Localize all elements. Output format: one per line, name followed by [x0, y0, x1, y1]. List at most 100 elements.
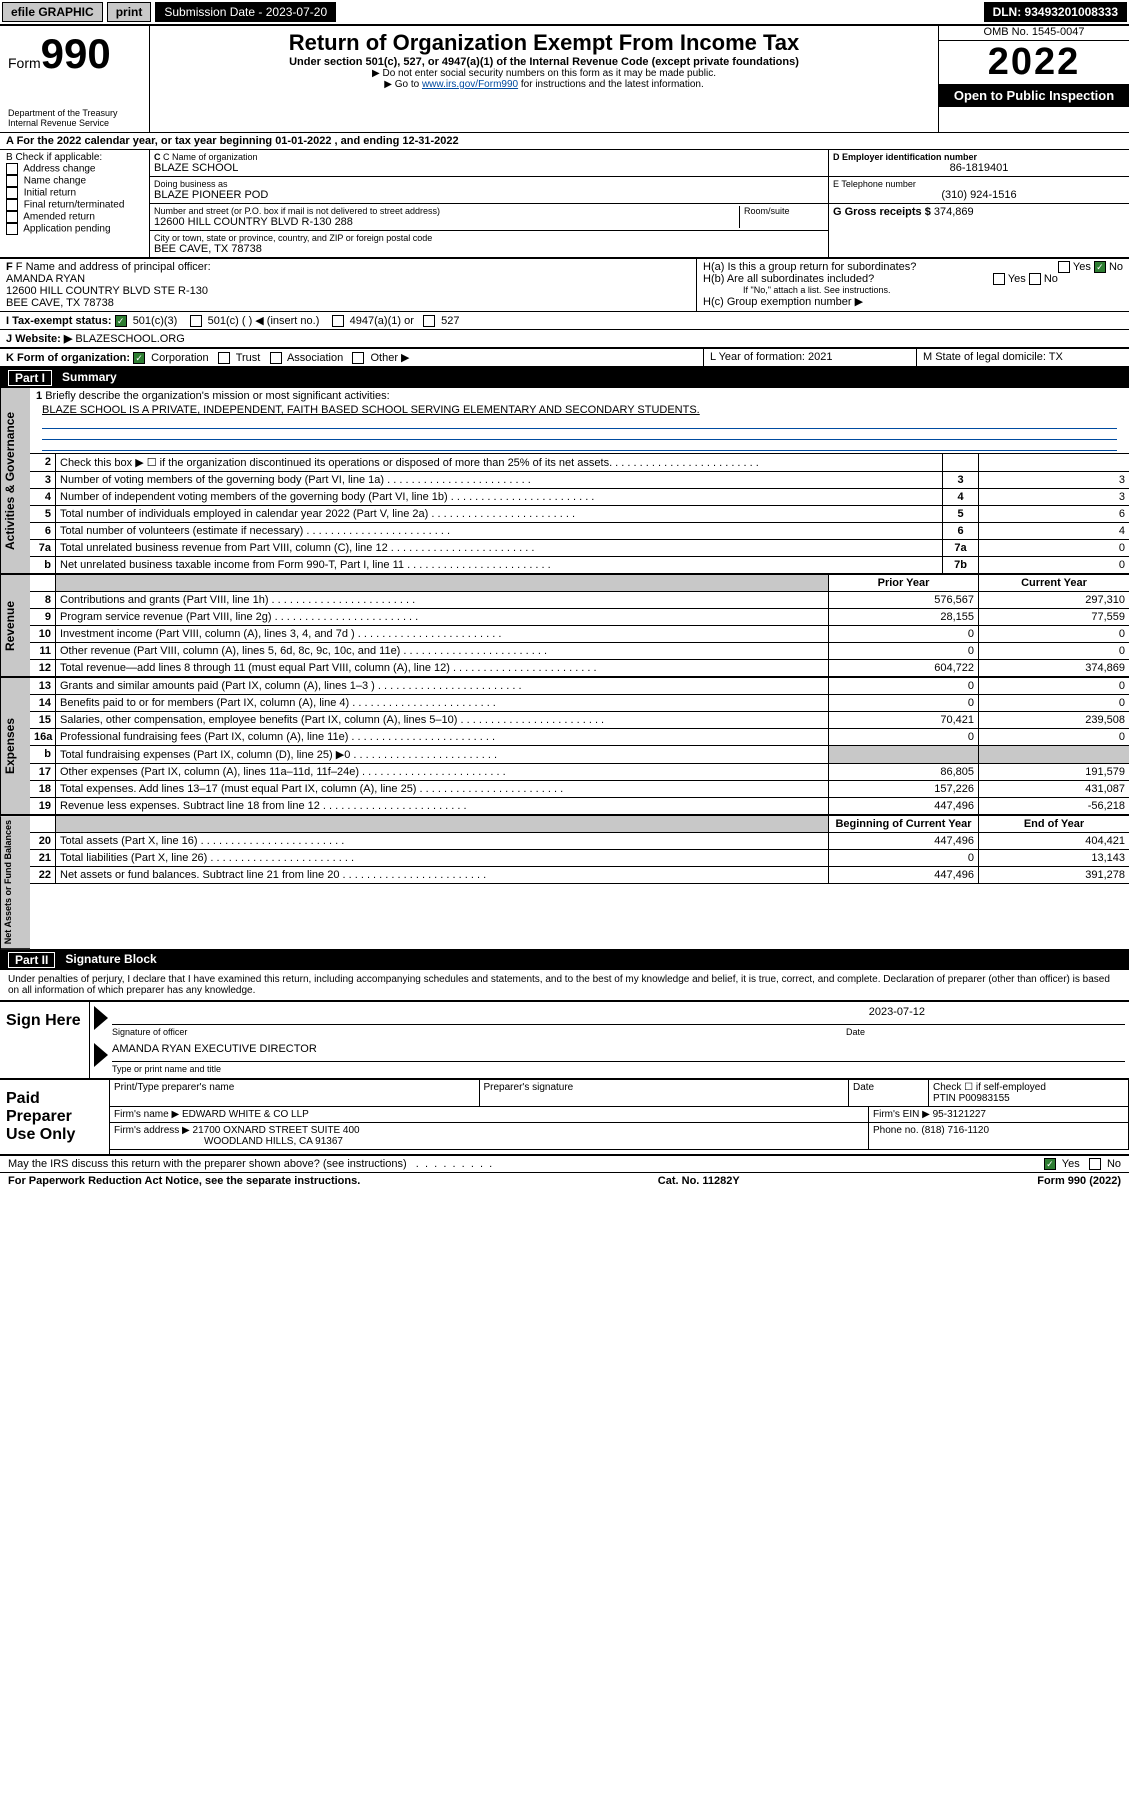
i-501c3-check[interactable] [115, 315, 127, 327]
k-other: Other ▶ [370, 352, 409, 364]
c-dba-label: Doing business as [154, 179, 824, 189]
table-row: 4Number of independent voting members of… [30, 489, 1129, 506]
checkbox[interactable] [6, 175, 18, 187]
i-4947: 4947(a)(1) or [350, 315, 414, 327]
line-desc: Benefits paid to or for members (Part IX… [56, 695, 829, 711]
line-number: 12 [30, 660, 56, 676]
print-button[interactable]: print [107, 2, 152, 22]
line-number: 8 [30, 592, 56, 608]
f-name: AMANDA RYAN [6, 273, 690, 285]
firm-name-label: Firm's name ▶ [114, 1109, 179, 1120]
discuss-question: May the IRS discuss this return with the… [8, 1158, 407, 1170]
checkbox[interactable] [6, 187, 18, 199]
line-number: b [30, 746, 56, 763]
line-key: 6 [943, 523, 979, 539]
current-value: 374,869 [979, 660, 1129, 676]
current-value: 391,278 [979, 867, 1129, 883]
sign-block: Sign Here 2023-07-12 Signature of office… [0, 1000, 1129, 1080]
prior-value: 0 [829, 643, 979, 659]
k-corp-check[interactable] [133, 352, 145, 364]
efile-button[interactable]: efile GRAPHIC [2, 2, 103, 22]
prep-date-label: Date [849, 1080, 929, 1107]
line-desc: Total number of volunteers (estimate if … [56, 523, 943, 539]
table-row: 8Contributions and grants (Part VIII, li… [30, 592, 1129, 609]
line-number: b [30, 557, 56, 573]
line-desc: Net assets or fund balances. Subtract li… [56, 867, 829, 883]
line-number: 19 [30, 798, 56, 814]
box-deg: D Employer identification number 86-1819… [829, 150, 1129, 257]
line-value: 3 [979, 472, 1129, 488]
line-desc: Program service revenue (Part VIII, line… [56, 609, 829, 625]
part1-title: Summary [62, 370, 117, 386]
section-expenses: Expenses 13Grants and similar amounts pa… [0, 678, 1129, 816]
l-year: L Year of formation: 2021 [704, 349, 917, 366]
officer-name: AMANDA RYAN EXECUTIVE DIRECTOR [112, 1043, 1125, 1062]
table-row: 7aTotal unrelated business revenue from … [30, 540, 1129, 557]
netassets-header-row: Beginning of Current Year End of Year [30, 816, 1129, 833]
irs-link[interactable]: www.irs.gov/Form990 [422, 79, 518, 90]
year-box: OMB No. 1545-0047 2022 Open to Public In… [939, 26, 1129, 132]
firm-phone-label: Phone no. [873, 1125, 919, 1136]
line-desc: Other expenses (Part IX, column (A), lin… [56, 764, 829, 780]
table-row: 17Other expenses (Part IX, column (A), l… [30, 764, 1129, 781]
checkbox[interactable] [6, 199, 18, 211]
prior-value: 0 [829, 850, 979, 866]
current-value: 77,559 [979, 609, 1129, 625]
form-number: 990 [41, 30, 111, 77]
current-value: 13,143 [979, 850, 1129, 866]
hb-note: If "No," attach a list. See instructions… [703, 285, 1123, 295]
hc-label: H(c) Group exemption number ▶ [703, 295, 1123, 308]
line-key: 7a [943, 540, 979, 556]
discuss-yes-check[interactable] [1044, 1158, 1056, 1170]
line-key: 4 [943, 489, 979, 505]
checkbox[interactable] [6, 211, 18, 223]
form-title: Return of Organization Exempt From Incom… [158, 30, 930, 56]
line-number: 2 [30, 454, 56, 471]
table-row: 6Total number of volunteers (estimate if… [30, 523, 1129, 540]
table-row: 19Revenue less expenses. Subtract line 1… [30, 798, 1129, 815]
section-activities-governance: Activities & Governance 1 Briefly descri… [0, 388, 1129, 575]
form-label: Form [8, 55, 41, 71]
checkbox[interactable] [6, 163, 18, 175]
line-number: 4 [30, 489, 56, 505]
prior-value: 447,496 [829, 867, 979, 883]
g-receipts: 374,869 [934, 206, 974, 218]
line-number: 21 [30, 850, 56, 866]
form-note-ssn: ▶ Do not enter social security numbers o… [158, 68, 930, 79]
checkbox[interactable] [6, 223, 18, 235]
line-key: 7b [943, 557, 979, 573]
form-subtitle: Under section 501(c), 527, or 4947(a)(1)… [158, 56, 930, 68]
sign-here-label: Sign Here [0, 1002, 90, 1078]
c-city-label: City or town, state or province, country… [154, 233, 824, 243]
col-prior-year: Prior Year [829, 575, 979, 591]
tab-activities-governance: Activities & Governance [0, 388, 30, 574]
current-value: 297,310 [979, 592, 1129, 608]
table-row: 2Check this box ▶ ☐ if the organization … [30, 454, 1129, 472]
table-row: 20Total assets (Part X, line 16)447,4964… [30, 833, 1129, 850]
line-number: 18 [30, 781, 56, 797]
part2-header: Part II Signature Block [0, 950, 1129, 970]
l1-label: Briefly describe the organization's miss… [45, 390, 389, 402]
date-label: Date [846, 1027, 865, 1037]
table-row: 5Total number of individuals employed in… [30, 506, 1129, 523]
line-desc: Total revenue—add lines 8 through 11 (mu… [56, 660, 829, 676]
current-value: 0 [979, 729, 1129, 745]
discuss-row: May the IRS discuss this return with the… [0, 1156, 1129, 1173]
k-assoc: Association [287, 352, 343, 364]
ha-label: H(a) Is this a group return for subordin… [703, 261, 916, 273]
current-value: 431,087 [979, 781, 1129, 797]
box-b-option: Amended return [6, 211, 143, 223]
line-desc: Number of independent voting members of … [56, 489, 943, 505]
ha-yes: Yes [1073, 261, 1091, 273]
i-501c: 501(c) ( ) ◀ (insert no.) [208, 315, 320, 327]
ha-no-check[interactable] [1094, 261, 1106, 273]
line-value: 0 [979, 540, 1129, 556]
line-number: 22 [30, 867, 56, 883]
current-value: 191,579 [979, 764, 1129, 780]
prior-value: 0 [829, 678, 979, 694]
sign-date: 2023-07-12 [869, 1006, 925, 1024]
tab-revenue: Revenue [0, 575, 30, 677]
table-row: 9Program service revenue (Part VIII, lin… [30, 609, 1129, 626]
c-org-name: BLAZE SCHOOL [154, 162, 824, 174]
k-trust: Trust [236, 352, 261, 364]
